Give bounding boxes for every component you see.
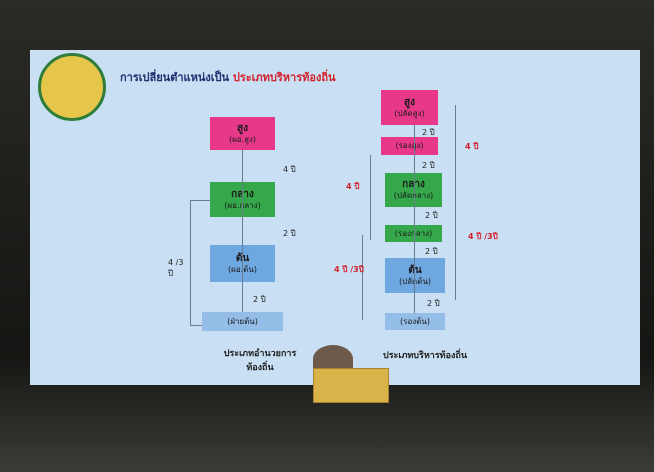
- position-box: (รองสูง): [381, 137, 438, 155]
- lectern-table: [313, 368, 389, 403]
- bracket: [190, 200, 210, 201]
- caption-line: ท้องถิ่น: [246, 363, 274, 373]
- bracket: [190, 200, 191, 325]
- box-sub: (รองสูง): [395, 141, 424, 151]
- box-sub: (ฝ่ายต้น): [227, 316, 258, 326]
- bracket: [455, 105, 456, 200]
- position-box: สูง (ผอ.สูง): [210, 117, 275, 150]
- step-label: 2 ปี: [422, 128, 435, 137]
- box-sub: (ปลัดต้น): [398, 276, 432, 286]
- step-label: 2 ปี: [283, 229, 296, 238]
- step-label: 4 ปี: [283, 165, 296, 174]
- position-box: (รองต้น): [385, 313, 445, 330]
- position-box: สูง (ปลัดสูง): [381, 90, 438, 125]
- caption-line: ประเภทอำนวยการ: [223, 349, 297, 359]
- box-sub: (ปลัดสูง): [394, 108, 425, 118]
- step-label: 2 ปี: [425, 247, 438, 256]
- caption: ประเภทบริหารท้องถิ่น: [382, 351, 468, 361]
- connector: [414, 125, 415, 313]
- step-label: 2 ปี: [253, 295, 266, 304]
- span-label: 4 ปี: [465, 142, 479, 151]
- span-label: 4 ปี: [346, 182, 360, 191]
- box-main: สูง: [237, 122, 248, 134]
- span-label: 4 ปี /3ปี: [468, 232, 498, 241]
- position-box: (รองกลาง): [385, 225, 442, 242]
- box-main: สูง: [404, 96, 415, 108]
- title-highlight: ประเภทบริหารท้องถิ่น: [232, 71, 336, 84]
- bracket: [370, 155, 371, 240]
- bracket: [190, 325, 202, 326]
- box-main: ต้น: [408, 264, 422, 276]
- box-sub: (ปลัดกลาง): [394, 191, 434, 201]
- box-main: กลาง: [402, 179, 425, 191]
- connector: [242, 150, 243, 312]
- position-box: กลาง(ปลัดกลาง): [385, 173, 442, 207]
- slide: การเปลี่ยนตำแหน่งเป็น ประเภทบริหารท้องถิ…: [30, 50, 640, 385]
- position-box: ต้น (ปลัดต้น): [385, 258, 445, 293]
- box-sub: (ผอ.สูง): [228, 134, 257, 144]
- step-label: 2 ปี: [425, 211, 438, 220]
- position-box: (ฝ่ายต้น): [202, 312, 283, 331]
- bracket: [362, 235, 363, 320]
- caption: ประเภทอำนวยการท้องถิ่น: [190, 346, 330, 374]
- logo: [38, 53, 106, 121]
- step-label: 2 ปี: [422, 161, 435, 170]
- span-label: 4 /3 ปี: [168, 258, 184, 278]
- title-text: การเปลี่ยนตำแหน่งเป็น: [120, 71, 230, 84]
- step-label: 2 ปี: [427, 299, 440, 308]
- span-label: 4 ปี /3ปี: [334, 265, 364, 274]
- title: การเปลี่ยนตำแหน่งเป็น ประเภทบริหารท้องถิ…: [120, 68, 336, 86]
- box-sub: (รองกลาง): [395, 229, 432, 239]
- bracket: [455, 195, 456, 300]
- box-sub: (รองต้น): [400, 316, 430, 326]
